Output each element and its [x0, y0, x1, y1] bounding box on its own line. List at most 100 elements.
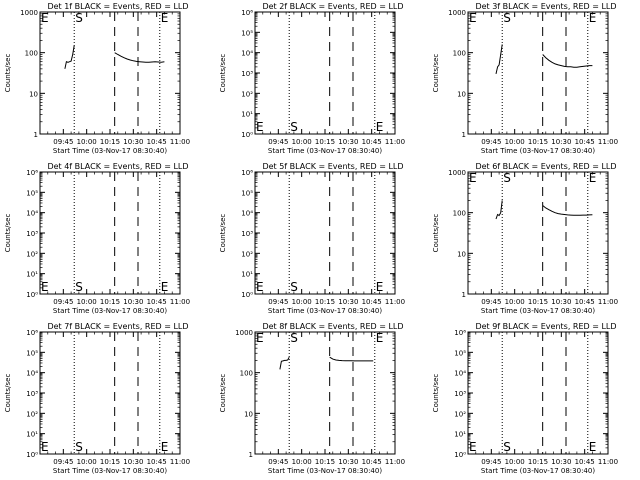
- series-line: [495, 44, 503, 75]
- y-tick-label: 10: [29, 90, 38, 98]
- y-tick-label: 10⁴: [241, 50, 253, 58]
- x-tick-label: 11:00: [385, 298, 405, 306]
- plot-frame: [254, 331, 396, 455]
- x-tick-label: 10:00: [505, 458, 525, 466]
- x-tick-label: 09:45: [268, 138, 288, 146]
- y-tick-label: 10³: [241, 70, 253, 78]
- marker-s: S: [290, 331, 298, 345]
- y-tick-label: 1: [462, 131, 466, 139]
- y-tick-label: 1000: [448, 9, 466, 17]
- series-line: [542, 205, 593, 216]
- y-tick-label: 10⁰: [241, 131, 253, 139]
- marker-e: E: [256, 120, 264, 134]
- y-tick-label: 10⁰: [241, 291, 253, 299]
- y-axis-label: Counts/sec: [432, 214, 440, 253]
- panel-title: Det 1f BLACK = Events, RED = LLD: [47, 2, 188, 11]
- marker-e: E: [161, 11, 169, 25]
- y-tick-label: 1: [249, 451, 253, 459]
- marker-s: S: [290, 280, 298, 294]
- panel-title: Det 6f BLACK = Events, RED = LLD: [475, 162, 616, 171]
- x-tick-label: 09:45: [481, 298, 501, 306]
- y-tick-label: 10⁴: [241, 210, 253, 218]
- y-tick-label: 1: [34, 131, 38, 139]
- plot-frame: [254, 11, 396, 135]
- marker-e: E: [161, 440, 169, 454]
- x-tick-label: 09:45: [481, 458, 501, 466]
- x-tick-label: 10:30: [551, 458, 571, 466]
- y-axis-label: Counts/sec: [432, 374, 440, 413]
- x-tick-label: 10:15: [315, 458, 335, 466]
- x-axis-label: Start Time (03-Nov-17 08:30:40): [481, 307, 595, 315]
- x-tick-label: 10:45: [362, 138, 382, 146]
- panel-det-2: Det 2f BLACK = Events, RED = LLD Counts/s…: [219, 2, 405, 155]
- panel-title: Det 8f BLACK = Events, RED = LLD: [262, 322, 403, 331]
- marker-s: S: [75, 440, 83, 454]
- marker-s: S: [503, 440, 511, 454]
- x-tick-label: 09:45: [53, 458, 73, 466]
- x-tick-label: 10:15: [100, 138, 120, 146]
- x-tick-label: 10:15: [528, 138, 548, 146]
- y-tick-label: 10¹: [26, 271, 38, 279]
- plot-frame: [39, 331, 181, 455]
- y-tick-label: 10¹: [241, 271, 253, 279]
- y-tick-label: 10⁵: [454, 349, 466, 357]
- y-axis-label: Counts/sec: [219, 214, 227, 253]
- x-tick-label: 11:00: [598, 298, 618, 306]
- panel-det-9: Det 9f BLACK = Events, RED = LLD Counts/s…: [432, 322, 618, 475]
- y-tick-label: 1: [462, 291, 466, 299]
- x-tick-label: 09:45: [481, 138, 501, 146]
- marker-e: E: [589, 171, 597, 185]
- y-tick-label: 10⁵: [26, 349, 38, 357]
- x-tick-label: 10:15: [528, 458, 548, 466]
- panel-title: Det 9f BLACK = Events, RED = LLD: [475, 322, 616, 331]
- x-tick-label: 10:45: [147, 138, 167, 146]
- x-tick-label: 10:00: [505, 298, 525, 306]
- y-tick-label: 10⁰: [26, 451, 38, 459]
- y-tick-label: 10: [457, 250, 466, 258]
- panel-det-6: Det 6f BLACK = Events, RED = LLD Counts/s…: [432, 162, 618, 315]
- x-tick-label: 10:45: [575, 138, 595, 146]
- y-axis-label: Counts/sec: [4, 374, 12, 413]
- y-tick-label: 10³: [26, 230, 38, 238]
- x-tick-label: 10:00: [292, 458, 312, 466]
- marker-e: E: [469, 440, 477, 454]
- series-line: [64, 45, 75, 69]
- marker-e: E: [41, 440, 49, 454]
- marker-e: E: [256, 280, 264, 294]
- x-tick-label: 11:00: [385, 458, 405, 466]
- y-tick-label: 100: [453, 210, 466, 218]
- y-tick-label: 10⁶: [26, 169, 38, 177]
- x-tick-label: 10:30: [123, 458, 143, 466]
- x-tick-label: 10:45: [362, 458, 382, 466]
- marker-e: E: [376, 120, 384, 134]
- y-tick-label: 10²: [26, 410, 38, 418]
- y-axis-label: Counts/sec: [219, 374, 227, 413]
- x-tick-label: 11:00: [598, 458, 618, 466]
- marker-e: E: [589, 11, 597, 25]
- marker-s: S: [75, 280, 83, 294]
- y-tick-label: 10²: [241, 250, 253, 258]
- series-line: [329, 356, 374, 362]
- y-tick-label: 1000: [235, 329, 253, 337]
- y-tick-label: 100: [453, 50, 466, 58]
- plot-frame: [467, 11, 609, 135]
- y-tick-label: 1000: [448, 169, 466, 177]
- y-tick-label: 10¹: [241, 111, 253, 119]
- y-tick-label: 10⁵: [241, 189, 253, 197]
- x-tick-label: 11:00: [385, 138, 405, 146]
- marker-s: S: [290, 120, 298, 134]
- marker-e: E: [469, 11, 477, 25]
- x-tick-label: 10:45: [575, 458, 595, 466]
- y-tick-label: 10⁴: [26, 370, 38, 378]
- x-tick-label: 09:45: [53, 298, 73, 306]
- y-tick-label: 10⁰: [454, 451, 466, 459]
- y-tick-label: 10⁴: [454, 370, 466, 378]
- plot-frame: [467, 331, 609, 455]
- x-axis-label: Start Time (03-Nov-17 08:30:40): [268, 467, 382, 475]
- panel-title: Det 2f BLACK = Events, RED = LLD: [262, 2, 403, 11]
- series-line: [495, 200, 503, 220]
- x-tick-label: 10:00: [77, 138, 97, 146]
- y-tick-label: 10³: [454, 390, 466, 398]
- x-tick-label: 11:00: [598, 138, 618, 146]
- panel-det-4: Det 4f BLACK = Events, RED = LLD Counts/s…: [4, 162, 190, 315]
